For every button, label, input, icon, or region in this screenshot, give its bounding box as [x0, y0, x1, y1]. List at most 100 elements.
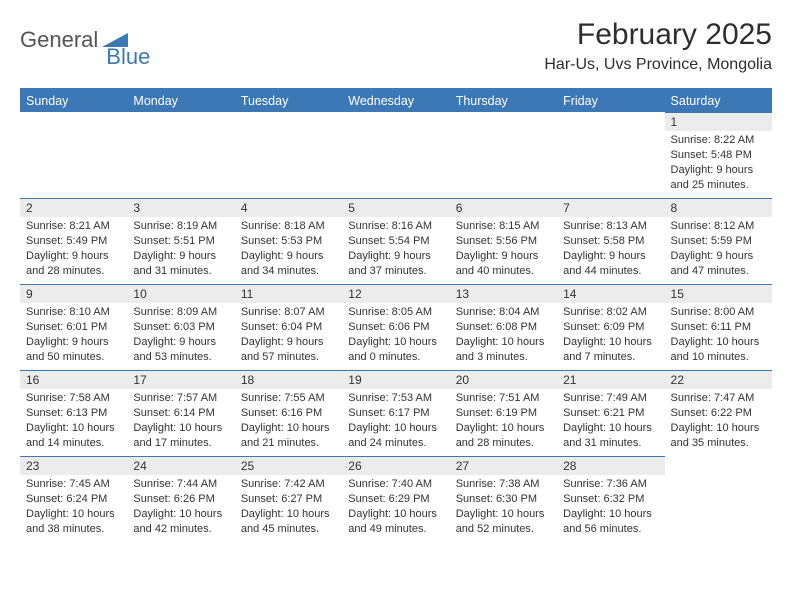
- day-data: Sunrise: 8:16 AMSunset: 5:54 PMDaylight:…: [342, 217, 449, 282]
- sunset-line: Sunset: 6:24 PM: [26, 492, 121, 507]
- calendar-cell: [342, 112, 449, 198]
- calendar-cell: 10Sunrise: 8:09 AMSunset: 6:03 PMDayligh…: [127, 284, 234, 370]
- calendar-cell: 14Sunrise: 8:02 AMSunset: 6:09 PMDayligh…: [557, 284, 664, 370]
- sunset-line: Sunset: 6:16 PM: [241, 406, 336, 421]
- sunrise-line: Sunrise: 7:49 AM: [563, 391, 658, 406]
- sunset-line: Sunset: 5:49 PM: [26, 234, 121, 249]
- sunrise-line: Sunrise: 8:09 AM: [133, 305, 228, 320]
- calendar-cell: 8Sunrise: 8:12 AMSunset: 5:59 PMDaylight…: [665, 198, 772, 284]
- daylight-line: Daylight: 10 hours and 45 minutes.: [241, 507, 336, 537]
- calendar-week-row: 9Sunrise: 8:10 AMSunset: 6:01 PMDaylight…: [20, 284, 772, 370]
- day-data: Sunrise: 7:53 AMSunset: 6:17 PMDaylight:…: [342, 389, 449, 454]
- day-data: Sunrise: 8:12 AMSunset: 5:59 PMDaylight:…: [665, 217, 772, 282]
- day-data: Sunrise: 8:04 AMSunset: 6:08 PMDaylight:…: [450, 303, 557, 368]
- calendar-cell: 6Sunrise: 8:15 AMSunset: 5:56 PMDaylight…: [450, 198, 557, 284]
- day-number: 16: [20, 370, 127, 389]
- header: General Blue February 2025 Har-Us, Uvs P…: [20, 18, 772, 74]
- day-data: Sunrise: 7:42 AMSunset: 6:27 PMDaylight:…: [235, 475, 342, 540]
- day-data: Sunrise: 8:07 AMSunset: 6:04 PMDaylight:…: [235, 303, 342, 368]
- day-data: Sunrise: 8:02 AMSunset: 6:09 PMDaylight:…: [557, 303, 664, 368]
- calendar-cell: [557, 112, 664, 198]
- daylight-line: Daylight: 10 hours and 24 minutes.: [348, 421, 443, 451]
- sunset-line: Sunset: 6:03 PM: [133, 320, 228, 335]
- calendar-cell: 13Sunrise: 8:04 AMSunset: 6:08 PMDayligh…: [450, 284, 557, 370]
- sunset-line: Sunset: 6:13 PM: [26, 406, 121, 421]
- day-data: Sunrise: 7:44 AMSunset: 6:26 PMDaylight:…: [127, 475, 234, 540]
- daylight-line: Daylight: 9 hours and 40 minutes.: [456, 249, 551, 279]
- calendar-body: 1Sunrise: 8:22 AMSunset: 5:48 PMDaylight…: [20, 112, 772, 542]
- day-number: 27: [450, 456, 557, 475]
- sunset-line: Sunset: 5:58 PM: [563, 234, 658, 249]
- day-number: 21: [557, 370, 664, 389]
- day-number: 25: [235, 456, 342, 475]
- sunrise-line: Sunrise: 7:51 AM: [456, 391, 551, 406]
- day-number: 5: [342, 198, 449, 217]
- daylight-line: Daylight: 10 hours and 21 minutes.: [241, 421, 336, 451]
- daylight-line: Daylight: 10 hours and 7 minutes.: [563, 335, 658, 365]
- calendar-cell: 21 Sunrise: 7:49 AMSunset: 6:21 PMDayligh…: [557, 370, 664, 456]
- day-number: 26: [342, 456, 449, 475]
- calendar-cell: 7Sunrise: 8:13 AMSunset: 5:58 PMDaylight…: [557, 198, 664, 284]
- sunset-line: Sunset: 6:26 PM: [133, 492, 228, 507]
- sunrise-line: Sunrise: 7:42 AM: [241, 477, 336, 492]
- calendar-cell: 5Sunrise: 8:16 AMSunset: 5:54 PMDaylight…: [342, 198, 449, 284]
- day-number: 11: [235, 284, 342, 303]
- day-number: 9: [20, 284, 127, 303]
- daylight-line: Daylight: 10 hours and 0 minutes.: [348, 335, 443, 365]
- day-number: 6: [450, 198, 557, 217]
- sunrise-line: Sunrise: 7:45 AM: [26, 477, 121, 492]
- daylight-line: Daylight: 10 hours and 42 minutes.: [133, 507, 228, 537]
- day-number: 23: [20, 456, 127, 475]
- calendar-cell: 24Sunrise: 7:44 AMSunset: 6:26 PMDayligh…: [127, 456, 234, 542]
- day-number: 8: [665, 198, 772, 217]
- calendar-cell: 1Sunrise: 8:22 AMSunset: 5:48 PMDaylight…: [665, 112, 772, 198]
- weekday-header: Thursday: [450, 89, 557, 112]
- calendar-cell: 16Sunrise: 7:58 AMSunset: 6:13 PMDayligh…: [20, 370, 127, 456]
- calendar-cell: 28Sunrise: 7:36 AMSunset: 6:32 PMDayligh…: [557, 456, 664, 542]
- calendar-cell: 11Sunrise: 8:07 AMSunset: 6:04 PMDayligh…: [235, 284, 342, 370]
- sunrise-line: Sunrise: 7:38 AM: [456, 477, 551, 492]
- calendar-cell: 17Sunrise: 7:57 AMSunset: 6:14 PMDayligh…: [127, 370, 234, 456]
- calendar-cell: [20, 112, 127, 198]
- calendar-cell: 4Sunrise: 8:18 AMSunset: 5:53 PMDaylight…: [235, 198, 342, 284]
- day-data: Sunrise: 7:55 AMSunset: 6:16 PMDaylight:…: [235, 389, 342, 454]
- logo-text-general: General: [20, 27, 98, 53]
- daylight-line: Daylight: 10 hours and 52 minutes.: [456, 507, 551, 537]
- calendar-cell: 22Sunrise: 7:47 AMSunset: 6:22 PMDayligh…: [665, 370, 772, 456]
- sunrise-line: Sunrise: 7:47 AM: [671, 391, 766, 406]
- sunrise-line: Sunrise: 8:19 AM: [133, 219, 228, 234]
- daylight-line: Daylight: 10 hours and 35 minutes.: [671, 421, 766, 451]
- sunrise-line: Sunrise: 8:12 AM: [671, 219, 766, 234]
- day-number: 15: [665, 284, 772, 303]
- sunset-line: Sunset: 6:27 PM: [241, 492, 336, 507]
- day-data: Sunrise: 8:21 AMSunset: 5:49 PMDaylight:…: [20, 217, 127, 282]
- calendar-cell: 15Sunrise: 8:00 AMSunset: 6:11 PMDayligh…: [665, 284, 772, 370]
- daylight-line: Daylight: 10 hours and 31 minutes.: [563, 421, 658, 451]
- sunset-line: Sunset: 6:11 PM: [671, 320, 766, 335]
- sunset-line: Sunset: 6:21 PM: [563, 406, 658, 421]
- sunset-line: Sunset: 6:19 PM: [456, 406, 551, 421]
- daylight-line: Daylight: 9 hours and 34 minutes.: [241, 249, 336, 279]
- daylight-line: Daylight: 10 hours and 28 minutes.: [456, 421, 551, 451]
- weekday-header: Saturday: [665, 89, 772, 112]
- day-number: 28: [557, 456, 664, 475]
- day-number: 20: [450, 370, 557, 389]
- day-data: Sunrise: 8:15 AMSunset: 5:56 PMDaylight:…: [450, 217, 557, 282]
- day-data: Sunrise: 7:38 AMSunset: 6:30 PMDaylight:…: [450, 475, 557, 540]
- logo: General Blue: [20, 18, 150, 62]
- day-data: Sunrise: 7:45 AMSunset: 6:24 PMDaylight:…: [20, 475, 127, 540]
- day-number: 4: [235, 198, 342, 217]
- sunrise-line: Sunrise: 8:21 AM: [26, 219, 121, 234]
- calendar-cell: [665, 456, 772, 542]
- day-number: 12: [342, 284, 449, 303]
- daylight-line: Daylight: 9 hours and 53 minutes.: [133, 335, 228, 365]
- calendar-week-row: 23Sunrise: 7:45 AMSunset: 6:24 PMDayligh…: [20, 456, 772, 542]
- day-number: 3: [127, 198, 234, 217]
- daylight-line: Daylight: 9 hours and 47 minutes.: [671, 249, 766, 279]
- sunrise-line: Sunrise: 8:00 AM: [671, 305, 766, 320]
- calendar-table: Sunday Monday Tuesday Wednesday Thursday…: [20, 88, 772, 542]
- day-number: 24: [127, 456, 234, 475]
- day-number: 17: [127, 370, 234, 389]
- day-data: Sunrise: 7:36 AMSunset: 6:32 PMDaylight:…: [557, 475, 664, 540]
- sunset-line: Sunset: 5:59 PM: [671, 234, 766, 249]
